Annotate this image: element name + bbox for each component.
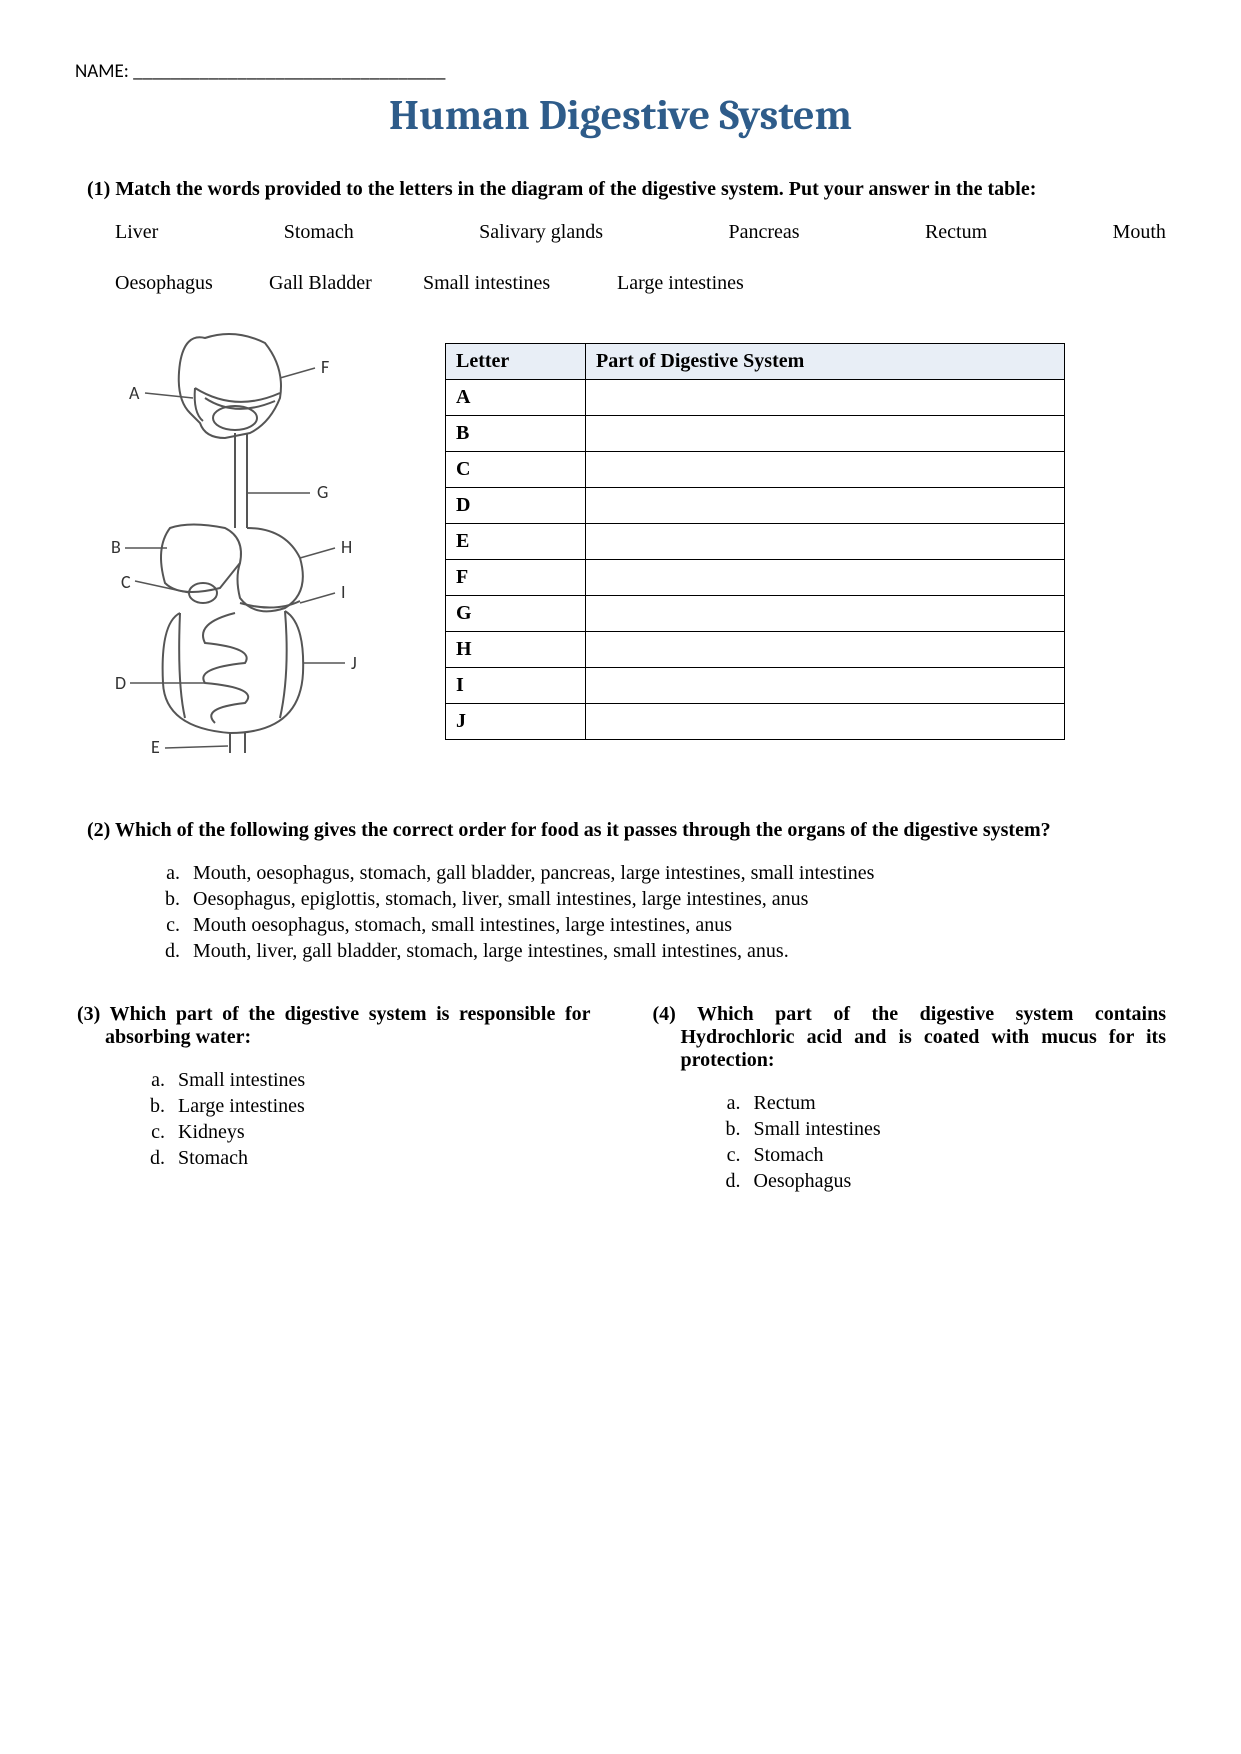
q1-stem: (1) Match the words provided to the lett… <box>75 178 1166 201</box>
td-letter: F <box>446 560 586 596</box>
q3-option-d[interactable]: Stomach <box>170 1147 591 1170</box>
diagram-label-C: C <box>121 571 131 593</box>
q3-text: Which part of the digestive system is re… <box>105 1003 591 1048</box>
table-row: A <box>446 380 1065 416</box>
word-bank-row-1: Liver Stomach Salivary glands Pancreas R… <box>115 221 1166 244</box>
td-part[interactable] <box>586 560 1065 596</box>
table-row: D <box>446 488 1065 524</box>
td-letter: H <box>446 632 586 668</box>
table-row: G <box>446 596 1065 632</box>
diagram-label-B: B <box>111 536 121 558</box>
th-letter: Letter <box>446 344 586 380</box>
table-row: H <box>446 632 1065 668</box>
table-row: B <box>446 416 1065 452</box>
word-bank-item: Gall Bladder <box>269 272 399 295</box>
word-bank-item: Liver <box>115 221 158 244</box>
q3-option-c[interactable]: Kidneys <box>170 1121 591 1144</box>
td-part[interactable] <box>586 704 1065 740</box>
td-part[interactable] <box>586 380 1065 416</box>
td-letter: D <box>446 488 586 524</box>
word-bank-row-2: Oesophagus Gall Bladder Small intestines… <box>115 272 1166 295</box>
diagram-label-G: G <box>317 481 328 503</box>
th-part: Part of Digestive System <box>586 344 1065 380</box>
word-bank-item: Large intestines <box>617 272 744 295</box>
td-letter: E <box>446 524 586 560</box>
diagram-label-F: F <box>321 356 329 378</box>
td-part[interactable] <box>586 668 1065 704</box>
td-letter: G <box>446 596 586 632</box>
q4-number: (4) <box>653 1003 676 1025</box>
q4-options: Rectum Small intestines Stomach Oesophag… <box>651 1092 1167 1193</box>
word-bank-item: Rectum <box>925 221 987 244</box>
table-row: F <box>446 560 1065 596</box>
td-letter: A <box>446 380 586 416</box>
table-row: E <box>446 524 1065 560</box>
diagram-label-H: H <box>341 536 352 558</box>
word-bank-item: Small intestines <box>423 272 593 295</box>
q4-option-b[interactable]: Small intestines <box>746 1118 1167 1141</box>
q2-text: Which of the following gives the correct… <box>115 819 1051 841</box>
digestive-system-diagram: A F G B C H I J D E <box>85 323 395 769</box>
q4-option-c[interactable]: Stomach <box>746 1144 1167 1167</box>
word-bank-item: Pancreas <box>728 221 799 244</box>
q4-stem: (4) Which part of the digestive system c… <box>651 1003 1167 1072</box>
table-row: J <box>446 704 1065 740</box>
q4-option-a[interactable]: Rectum <box>746 1092 1167 1115</box>
q4-text: Which part of the digestive system conta… <box>681 1003 1167 1071</box>
q1-answer-table: Letter Part of Digestive System A B C D … <box>445 343 1065 740</box>
question-1: (1) Match the words provided to the lett… <box>75 178 1166 769</box>
table-row: I <box>446 668 1065 704</box>
table-header-row: Letter Part of Digestive System <box>446 344 1065 380</box>
q3-option-b[interactable]: Large intestines <box>170 1095 591 1118</box>
questions-3-4-row: (3) Which part of the digestive system i… <box>75 1003 1166 1196</box>
td-letter: J <box>446 704 586 740</box>
td-letter: B <box>446 416 586 452</box>
word-bank-item: Stomach <box>284 221 354 244</box>
td-part[interactable] <box>586 452 1065 488</box>
page-title: Human Digestive System <box>75 91 1166 140</box>
q3-option-a[interactable]: Small intestines <box>170 1069 591 1092</box>
q1-text: Match the words provided to the letters … <box>115 178 1036 200</box>
digestive-svg: A F G B C H I J D E <box>85 323 395 763</box>
q2-option-c[interactable]: Mouth oesophagus, stomach, small intesti… <box>185 914 1166 937</box>
q2-option-b[interactable]: Oesophagus, epiglottis, stomach, liver, … <box>185 888 1166 911</box>
td-part[interactable] <box>586 524 1065 560</box>
q2-option-d[interactable]: Mouth, liver, gall bladder, stomach, lar… <box>185 940 1166 963</box>
td-part[interactable] <box>586 488 1065 524</box>
q1-number: (1) <box>87 178 110 200</box>
diagram-label-E: E <box>151 736 160 758</box>
td-letter: C <box>446 452 586 488</box>
q2-number: (2) <box>87 819 110 841</box>
q2-options: Mouth, oesophagus, stomach, gall bladder… <box>75 862 1166 963</box>
diagram-label-J: J <box>351 652 357 674</box>
word-bank-item: Mouth <box>1113 221 1166 244</box>
td-letter: I <box>446 668 586 704</box>
name-field[interactable]: NAME: _________________________________ <box>75 60 1166 83</box>
q2-stem: (2) Which of the following gives the cor… <box>75 819 1166 842</box>
diagram-label-I: I <box>341 581 346 603</box>
q3-number: (3) <box>77 1003 100 1025</box>
word-bank-item: Salivary glands <box>479 221 603 244</box>
diagram-label-D: D <box>115 672 126 694</box>
td-part[interactable] <box>586 416 1065 452</box>
question-3: (3) Which part of the digestive system i… <box>75 1003 591 1196</box>
question-2: (2) Which of the following gives the cor… <box>75 819 1166 963</box>
diagram-label-A: A <box>129 382 140 404</box>
q3-options: Small intestines Large intestines Kidney… <box>75 1069 591 1170</box>
q3-stem: (3) Which part of the digestive system i… <box>75 1003 591 1049</box>
q2-option-a[interactable]: Mouth, oesophagus, stomach, gall bladder… <box>185 862 1166 885</box>
td-part[interactable] <box>586 596 1065 632</box>
q4-option-d[interactable]: Oesophagus <box>746 1170 1167 1193</box>
td-part[interactable] <box>586 632 1065 668</box>
table-row: C <box>446 452 1065 488</box>
q1-word-bank: Liver Stomach Salivary glands Pancreas R… <box>75 221 1166 295</box>
question-4: (4) Which part of the digestive system c… <box>651 1003 1167 1196</box>
word-bank-item: Oesophagus <box>115 272 245 295</box>
